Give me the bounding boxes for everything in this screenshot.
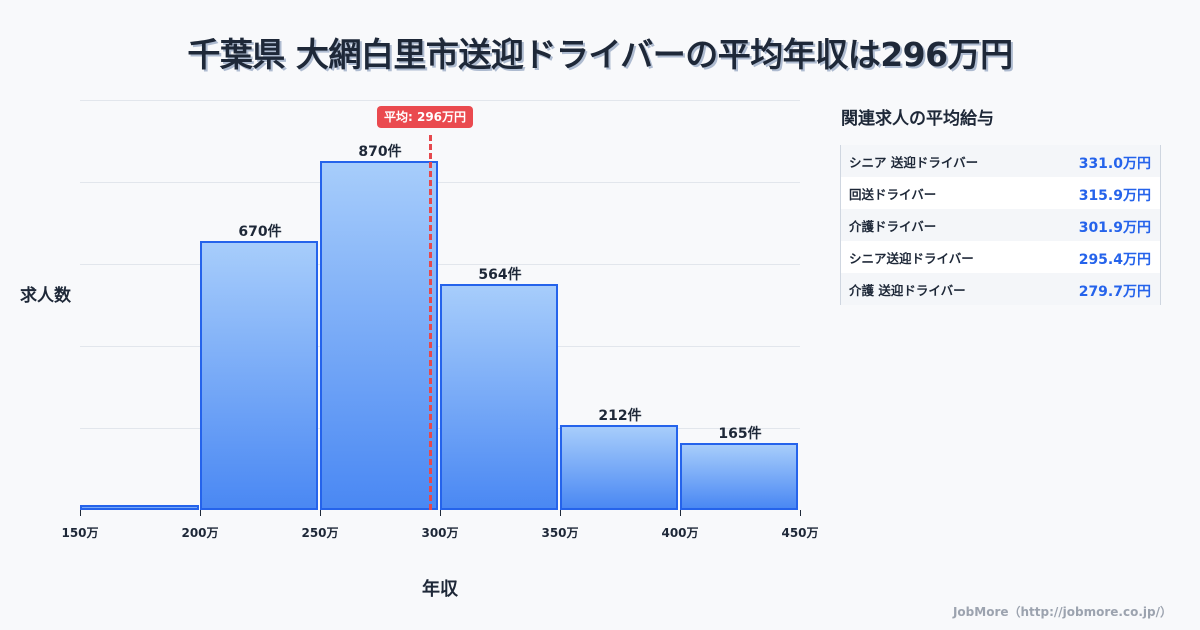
related-job-salary: 295.4万円: [1078, 252, 1151, 268]
average-badge: 平均: 296万円: [377, 106, 474, 128]
x-tick-label: 300万: [421, 526, 459, 540]
bar-value-label: 870件: [358, 144, 402, 160]
related-job-name: 介護ドライバー: [849, 218, 937, 234]
related-job-salary: 315.9万円: [1078, 188, 1151, 204]
histogram-bar-300-350: [440, 284, 558, 510]
related-job-row: 介護 送迎ドライバー 279.7万円: [841, 273, 1160, 305]
related-job-salary: 279.7万円: [1078, 284, 1151, 300]
x-tick: [440, 510, 441, 516]
bar-value-label: 212件: [598, 408, 642, 424]
x-tick: [320, 510, 321, 516]
bar-value-label: 165件: [718, 426, 762, 442]
histogram-plot-area: 670件 870件 564件 212件 165件 平均: 296万円: [80, 100, 800, 510]
x-axis-label: 年収: [422, 579, 458, 600]
histogram-bar-150-200: [80, 505, 199, 510]
x-tick-label: 450万: [781, 526, 819, 540]
x-tick-label: 400万: [661, 526, 699, 540]
gridline: [80, 100, 800, 101]
average-line: [429, 135, 432, 510]
x-tick: [80, 510, 81, 516]
related-job-salary: 301.9万円: [1078, 220, 1151, 236]
page-title: 千葉県 大網白里市送迎ドライバーの平均年収は296万円: [187, 35, 1013, 74]
related-job-row: シニア 送迎ドライバー 331.0万円: [841, 145, 1160, 177]
x-tick-label: 350万: [541, 526, 579, 540]
related-job-name: 介護 送迎ドライバー: [849, 282, 966, 298]
gridline: [80, 264, 800, 265]
histogram-bar-400-450: [680, 443, 798, 510]
bar-value-label: 670件: [238, 224, 282, 240]
y-axis-label: 求人数: [20, 286, 71, 306]
related-job-row: 回送ドライバー 315.9万円: [841, 177, 1160, 209]
related-job-name: シニア 送迎ドライバー: [849, 154, 979, 170]
related-job-name: シニア送迎ドライバー: [849, 250, 974, 266]
related-job-name: 回送ドライバー: [849, 186, 937, 202]
bar-value-label: 564件: [478, 267, 522, 283]
x-tick: [560, 510, 561, 516]
x-tick-label: 250万: [301, 526, 339, 540]
histogram-bar-250-300: [320, 161, 438, 510]
related-job-row: 介護ドライバー 301.9万円: [841, 209, 1160, 241]
related-jobs-title: 関連求人の平均給与: [841, 109, 994, 129]
x-tick: [800, 510, 801, 516]
x-tick-label: 150万: [61, 526, 99, 540]
histogram-bar-200-250: [200, 241, 318, 510]
x-tick: [680, 510, 681, 516]
gridline: [80, 182, 800, 183]
x-tick: [200, 510, 201, 516]
related-job-row: シニア送迎ドライバー 295.4万円: [841, 241, 1160, 273]
histogram-bar-350-400: [560, 425, 678, 510]
related-job-salary: 331.0万円: [1078, 156, 1151, 172]
footer-credit: JobMore（http://jobmore.co.jp/）: [952, 605, 1172, 619]
x-tick-label: 200万: [181, 526, 219, 540]
related-jobs-table: シニア 送迎ドライバー 331.0万円 回送ドライバー 315.9万円 介護ドラ…: [840, 145, 1161, 305]
